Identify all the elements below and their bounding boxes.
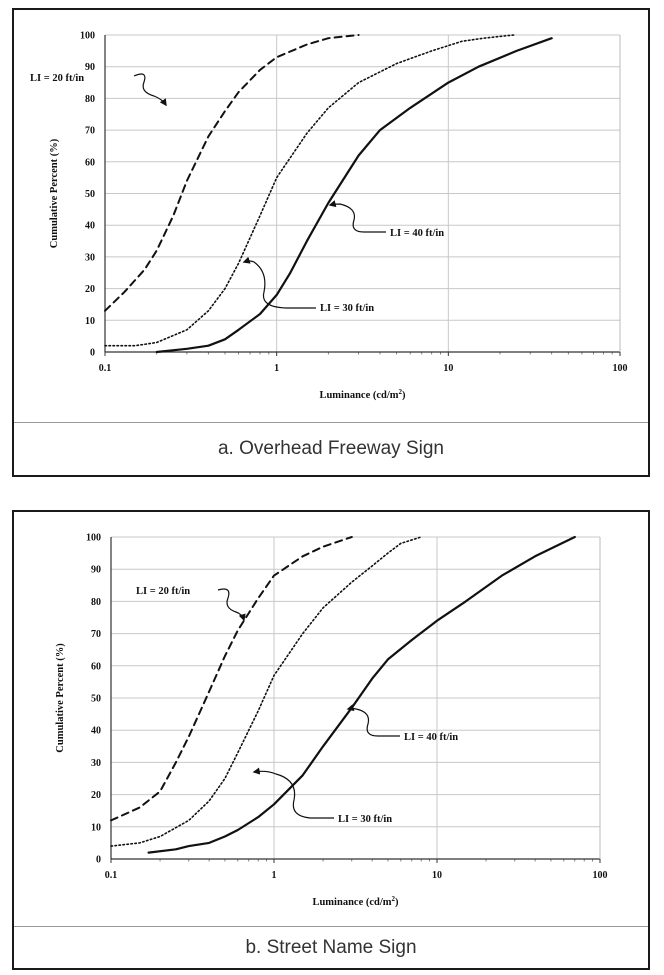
y-tick-label-80: 80 <box>85 94 95 105</box>
x-tick-label-10: 10 <box>432 870 442 881</box>
x-tick-label-0.1: 0.1 <box>99 363 112 374</box>
chart-b-caption: b. Street Name Sign <box>14 926 648 968</box>
y-tick-label-50: 50 <box>85 189 95 200</box>
callout-arrow-li-20-ft-in <box>133 73 167 107</box>
series-line-li-40-ft-in <box>155 37 553 354</box>
y-tick-label-70: 70 <box>85 126 95 137</box>
x-axis-title: Luminance (cd/m2) <box>312 895 399 908</box>
chart-a-caption: a. Overhead Freeway Sign <box>14 422 648 475</box>
y-tick-label-70: 70 <box>91 629 101 640</box>
x-axis-title: Luminance (cd/m2) <box>319 388 406 401</box>
chart-panel-overhead-freeway-sign: 0 10 20 30 40 50 60 70 80 90 100 0.1 1 10 100 Luminance… <box>12 8 650 477</box>
y-axis-title: Cumulative Percent (%) <box>55 643 66 753</box>
series-line-li-40-ft-in <box>147 535 576 854</box>
y-tick-label-60: 60 <box>85 157 95 168</box>
y-tick-label-90: 90 <box>91 565 101 576</box>
series-label-li-30-ft-in: LI = 30 ft/in <box>320 303 374 314</box>
y-tick-label-10: 10 <box>85 316 95 327</box>
y-tick-label-10: 10 <box>91 822 101 833</box>
chart-panel-street-name-sign: 0 10 20 30 40 50 60 70 80 90 100 0.1 1 10 100 Luminance… <box>12 510 650 970</box>
y-tick-label-20: 20 <box>85 284 95 295</box>
x-tick-label-0.1: 0.1 <box>105 870 118 881</box>
y-axis-title: Cumulative Percent (%) <box>49 138 60 248</box>
callout-arrow-li-40-ft-in <box>346 704 400 737</box>
y-tick-label-20: 20 <box>91 790 101 801</box>
series-line-li-30-ft-in <box>104 34 515 347</box>
series-line-li-30-ft-in <box>110 536 423 847</box>
y-tick-label-80: 80 <box>91 597 101 608</box>
x-tick-label-1: 1 <box>274 363 279 374</box>
series-label-li-40-ft-in: LI = 40 ft/in <box>390 228 444 239</box>
chart-a-plot: 0 10 20 30 40 50 60 70 80 90 100 0.1 1 10 100 Luminance… <box>30 31 628 402</box>
callout-arrow-li-20-ft-in <box>217 588 246 622</box>
series-label-li-20-ft-in: LI = 20 ft/in <box>30 73 84 84</box>
callout-arrow-li-30-ft-in <box>242 256 316 309</box>
y-tick-label-100: 100 <box>86 533 101 544</box>
series-label-li-20-ft-in: LI = 20 ft/in <box>136 586 190 597</box>
y-tick-label-0: 0 <box>90 348 95 359</box>
callout-arrow-li-30-ft-in <box>252 767 334 819</box>
x-tick-label-100: 100 <box>613 363 628 374</box>
series-label-li-30-ft-in: LI = 30 ft/in <box>338 814 392 825</box>
x-tick-label-1: 1 <box>272 870 277 881</box>
series-line-li-20-ft-in <box>110 536 353 822</box>
y-tick-label-0: 0 <box>96 855 101 866</box>
y-tick-label-60: 60 <box>91 661 101 672</box>
x-tick-label-10: 10 <box>443 363 453 374</box>
callout-arrow-li-40-ft-in <box>328 200 386 233</box>
y-tick-label-50: 50 <box>91 694 101 705</box>
y-tick-label-90: 90 <box>85 62 95 73</box>
y-tick-label-40: 40 <box>91 726 101 737</box>
y-tick-label-40: 40 <box>85 221 95 232</box>
x-tick-label-100: 100 <box>593 870 608 881</box>
series-label-li-40-ft-in: LI = 40 ft/in <box>404 732 458 743</box>
y-tick-label-100: 100 <box>80 31 95 42</box>
y-tick-label-30: 30 <box>85 252 95 263</box>
chart-b-plot: 0 10 20 30 40 50 60 70 80 90 100 0.1 1 10 100 Luminance… <box>55 533 608 909</box>
y-tick-label-30: 30 <box>91 758 101 769</box>
series-line-li-20-ft-in <box>104 34 360 312</box>
